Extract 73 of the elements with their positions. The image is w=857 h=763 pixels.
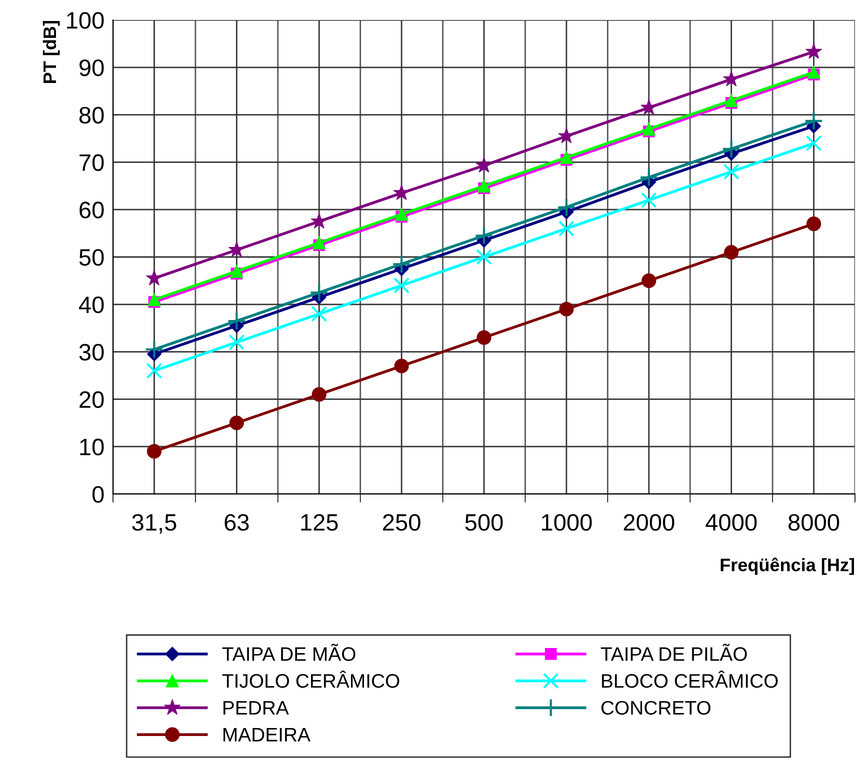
point bbox=[394, 358, 409, 374]
x-tick-label: 2000 bbox=[624, 514, 674, 531]
point bbox=[394, 208, 408, 221]
y-tick-label: 60 bbox=[80, 202, 104, 218]
point bbox=[393, 184, 410, 200]
x-tick-label: 125 bbox=[301, 514, 338, 531]
x-tick-label: 500 bbox=[465, 514, 503, 531]
point bbox=[230, 264, 244, 278]
point bbox=[474, 226, 494, 246]
point bbox=[310, 283, 328, 302]
point bbox=[560, 150, 574, 164]
point bbox=[394, 277, 410, 294]
point bbox=[723, 164, 740, 180]
point bbox=[146, 444, 162, 459]
point bbox=[227, 312, 246, 330]
point bbox=[148, 293, 161, 306]
y-tick-label: 40 bbox=[78, 296, 104, 314]
x-tick-label: 1000 bbox=[542, 514, 592, 531]
legend-label: CONCRETO bbox=[601, 700, 710, 715]
point bbox=[144, 340, 164, 359]
y-tick-label: 50 bbox=[79, 249, 104, 266]
point bbox=[310, 212, 328, 229]
point bbox=[476, 330, 492, 345]
point bbox=[146, 270, 162, 286]
point bbox=[724, 244, 739, 260]
point bbox=[228, 241, 245, 257]
point bbox=[146, 362, 162, 379]
point bbox=[804, 112, 824, 130]
point bbox=[724, 94, 738, 108]
y-tick-label: 20 bbox=[80, 391, 104, 408]
x-axis-title: Freqüência [Hz] bbox=[720, 558, 854, 575]
point bbox=[392, 254, 411, 274]
legend-label: BLOCO CERÂMICO bbox=[602, 670, 778, 688]
y-tick-label: 0 bbox=[92, 486, 104, 503]
point bbox=[229, 416, 244, 430]
point bbox=[558, 220, 574, 237]
y-tick-label: 80 bbox=[79, 106, 104, 124]
point bbox=[228, 334, 245, 350]
point bbox=[312, 236, 326, 250]
point bbox=[476, 249, 492, 265]
point bbox=[806, 43, 822, 59]
point bbox=[642, 273, 656, 288]
point bbox=[806, 216, 822, 232]
point bbox=[557, 198, 576, 217]
point bbox=[640, 168, 658, 187]
point bbox=[806, 135, 822, 152]
point bbox=[642, 122, 656, 136]
y-tick-label: 90 bbox=[80, 59, 104, 76]
point bbox=[640, 192, 657, 208]
legend-label: TAIPA DE MÃO bbox=[222, 644, 356, 661]
legend-label: TIJOLO CERÂMICO bbox=[222, 670, 400, 688]
x-tick-label: 8000 bbox=[788, 514, 840, 531]
y-tick-label: 10 bbox=[80, 438, 104, 456]
legend-label: TAIPA DE PILÃO bbox=[600, 644, 747, 661]
point bbox=[558, 127, 575, 144]
y-tick-label: 30 bbox=[79, 344, 104, 361]
x-tick-label: 250 bbox=[383, 514, 420, 531]
point bbox=[312, 387, 326, 402]
y-axis-title: PT [dB] bbox=[42, 21, 60, 83]
x-tick-label: 63 bbox=[224, 514, 249, 531]
point bbox=[476, 156, 492, 173]
point bbox=[477, 179, 491, 192]
point bbox=[559, 302, 574, 316]
point bbox=[807, 66, 820, 79]
x-tick-label: 31,5 bbox=[132, 514, 176, 534]
x-tick-label: 4000 bbox=[706, 514, 757, 531]
point bbox=[640, 99, 658, 115]
legend-label: PEDRA bbox=[223, 701, 289, 715]
y-tick-label: 100 bbox=[67, 12, 104, 29]
point bbox=[311, 306, 328, 322]
legend-label: MADEIRA bbox=[223, 728, 310, 742]
y-tick-label: 70 bbox=[80, 154, 104, 171]
point bbox=[722, 140, 741, 158]
